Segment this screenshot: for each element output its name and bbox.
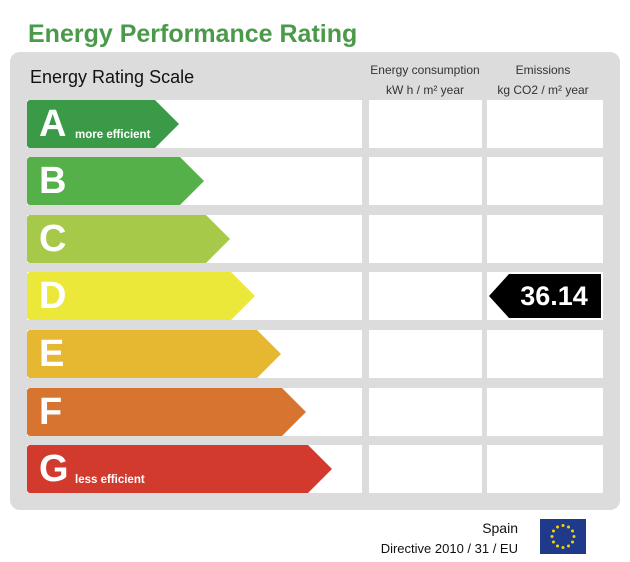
rating-sublabel: more efficient: [75, 129, 151, 141]
emissions-value-indicator: 36.14: [489, 274, 601, 318]
rating-arrow-a: A more efficient: [27, 100, 179, 148]
rating-arrow-g: G less efficient: [27, 445, 332, 493]
rating-letter: C: [39, 218, 67, 260]
emissions-header-line2: kg CO2 / m² year: [497, 83, 589, 97]
rating-row-c: C: [0, 215, 630, 263]
emissions-cell: [487, 100, 603, 148]
eu-star: [551, 540, 555, 544]
page-title: Energy Performance Rating: [28, 20, 358, 48]
eu-star: [550, 535, 554, 538]
eu-star: [556, 525, 559, 529]
rating-letter: B: [39, 160, 67, 202]
consumption-cell: [369, 215, 482, 263]
emissions-column-header: Emissions kg CO2 / m² year: [486, 60, 600, 100]
consumption-header-line2: kW h / m² year: [385, 83, 464, 97]
consumption-cell: [369, 157, 482, 205]
consumption-cell: [369, 272, 482, 320]
rating-sublabel: less efficient: [75, 474, 145, 486]
directive-label: Directive 2010 / 31 / EU: [380, 541, 518, 556]
rating-arrow-f: F: [27, 388, 306, 436]
rating-letter: G: [39, 448, 69, 490]
rating-arrow-d: D: [27, 272, 255, 320]
rating-letter: E: [39, 333, 65, 375]
eu-star: [551, 529, 555, 533]
emissions-cell: [487, 157, 603, 205]
emissions-header-line1: Emissions: [515, 63, 571, 77]
rating-letter: A: [39, 103, 67, 145]
rating-arrow-b: B: [27, 157, 204, 205]
emissions-cell: [487, 330, 603, 378]
rating-row-f: F: [0, 388, 630, 436]
consumption-header-line1: Energy consumption: [370, 63, 480, 77]
emissions-cell: [487, 445, 603, 493]
eu-star: [556, 544, 559, 548]
consumption-cell: [369, 445, 482, 493]
consumption-cell: [369, 388, 482, 436]
rating-arrow-c: C: [27, 215, 230, 263]
eu-star: [567, 544, 570, 548]
eu-star: [571, 529, 575, 533]
eu-star: [561, 546, 565, 549]
emissions-cell: [487, 388, 603, 436]
rating-arrow-e: E: [27, 330, 281, 378]
rating-row-b: B: [0, 157, 630, 205]
eu-star: [561, 524, 565, 527]
emissions-value: 36.14: [520, 281, 588, 311]
rating-letter: D: [39, 275, 67, 317]
eu-star: [572, 535, 576, 538]
eu-star: [567, 525, 570, 529]
rating-row-e: E: [0, 330, 630, 378]
consumption-column-header: Energy consumption kW h / m² year: [368, 60, 482, 100]
eu-star: [571, 540, 575, 544]
value-pointer-shape: [489, 274, 601, 318]
emissions-cell: [487, 215, 603, 263]
rating-row-g: G less efficient: [0, 445, 630, 493]
consumption-cell: [369, 100, 482, 148]
rating-letter: F: [39, 391, 63, 433]
consumption-cell: [369, 330, 482, 378]
country-label: Spain: [482, 520, 518, 536]
rating-row-a: A more efficient: [0, 100, 630, 148]
eu-flag-icon: [540, 519, 586, 554]
rating-row-d: D: [0, 272, 630, 320]
scale-heading: Energy Rating Scale: [30, 67, 195, 87]
